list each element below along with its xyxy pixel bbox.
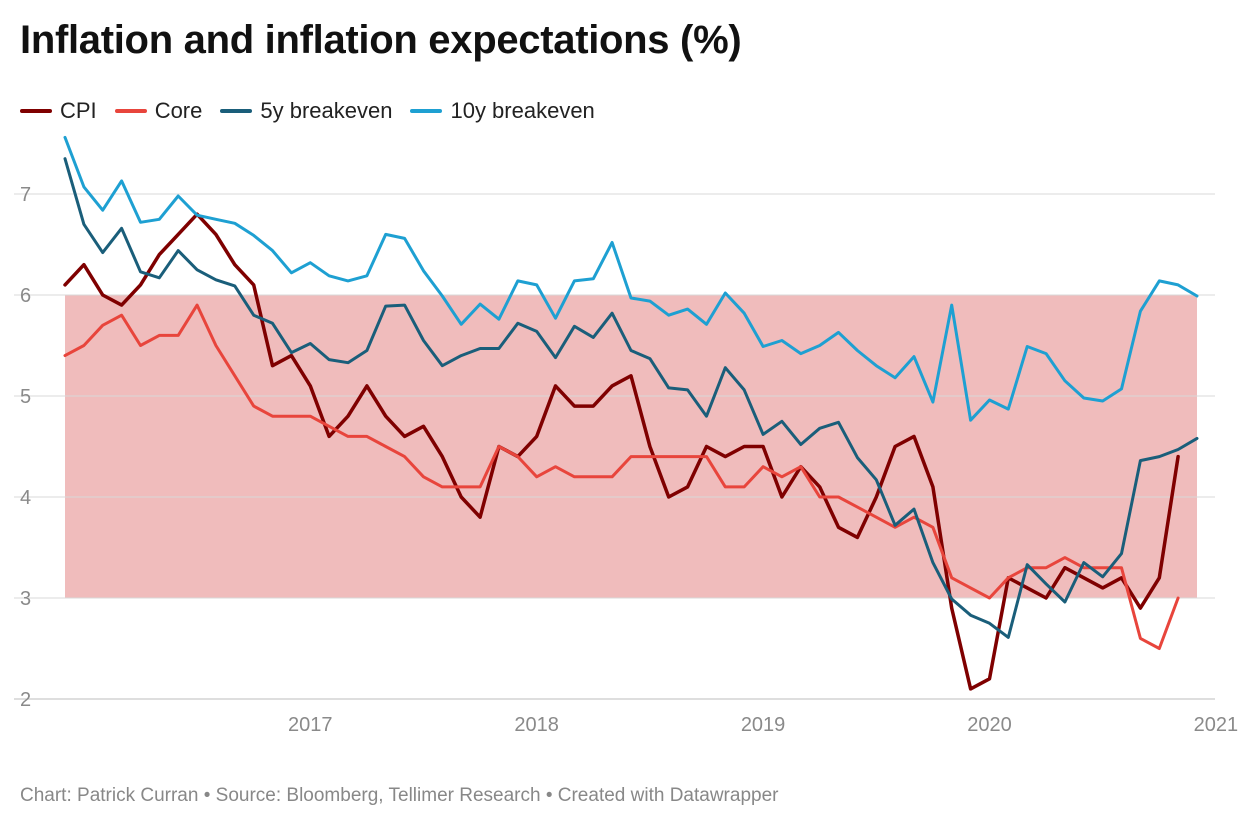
series-line-core — [63, 303, 1180, 650]
chart-footer: Chart: Patrick Curran • Source: Bloomber… — [20, 785, 779, 806]
legend-label-core: Core — [154, 98, 203, 123]
y-tick-label-2: 2 — [20, 689, 31, 711]
y-tick-label-4: 4 — [20, 487, 31, 509]
target-band — [65, 295, 1197, 598]
legend-swatch-10y — [410, 109, 443, 113]
legend-item-10y: 10y breakeven — [410, 98, 595, 124]
chart-title: Inflation and inflation expectations (%) — [20, 18, 742, 62]
legend-label-cpi: CPI — [60, 98, 97, 123]
series-line-cpi — [63, 212, 1180, 691]
y-tick-label-6: 6 — [20, 285, 31, 307]
x-tick-label-2018: 2018 — [514, 714, 559, 736]
legend-swatch-5y — [220, 109, 253, 113]
x-tick-label-2019: 2019 — [741, 714, 786, 736]
legend-item-core: Core — [114, 98, 203, 124]
legend: CPI Core 5y breakeven 10y breakeven — [20, 98, 613, 124]
x-tick-label-2021: 2021 — [1194, 714, 1239, 736]
legend-swatch-cpi — [20, 109, 52, 113]
legend-item-cpi: CPI — [20, 98, 97, 124]
x-tick-label-2020: 2020 — [967, 714, 1012, 736]
legend-label-5y: 5y breakeven — [260, 98, 393, 123]
chart-plot: 2 3 4 5 6 7 2017 2018 2019 2020 2021 — [14, 135, 1239, 736]
y-tick-label-5: 5 — [20, 386, 31, 408]
x-tick-label-2017: 2017 — [288, 714, 333, 736]
series-line-5y-breakeven — [63, 157, 1199, 639]
y-tick-label-3: 3 — [20, 588, 31, 610]
legend-label-10y: 10y breakeven — [450, 98, 595, 123]
y-tick-label-7: 7 — [20, 184, 31, 206]
legend-swatch-core — [114, 109, 147, 113]
series-line-10y-breakeven — [63, 135, 1199, 422]
legend-item-5y: 5y breakeven — [220, 98, 392, 124]
